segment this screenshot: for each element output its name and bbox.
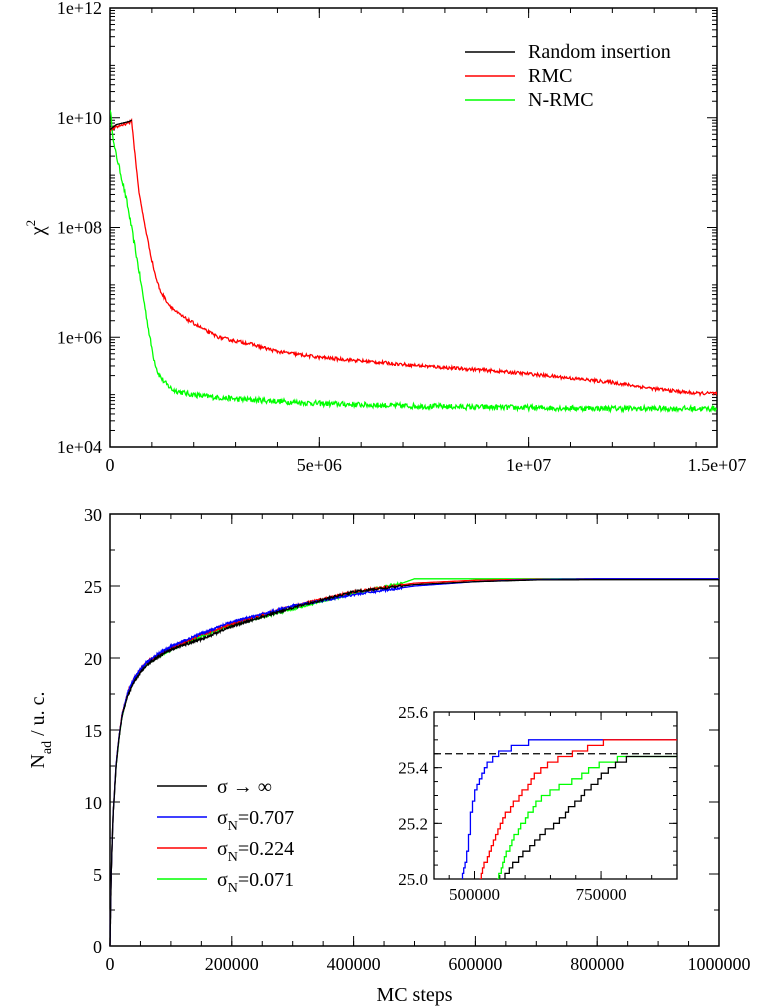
series-line-0 [110, 119, 133, 131]
inset-chart: 500000 750000 25.0 25.2 25.4 25.6 [398, 703, 678, 904]
series-line-0 [109, 579, 719, 946]
inset-series-line-3 [502, 755, 677, 879]
legend-label: σ → ∞ [217, 776, 272, 798]
inset-x-tick-label: 500000 [449, 885, 500, 904]
legend-label: σN=0.707 [217, 807, 294, 834]
legend-label: N-RMC [528, 89, 594, 111]
x-tick-label: 5e+06 [297, 455, 342, 475]
plot-frame [109, 7, 718, 448]
x-tick-label: 1.5e+07 [688, 455, 747, 475]
inset-series-line-2 [497, 755, 677, 879]
chi-squared-chart: 0 5e+06 1e+07 1.5e+07 1e+04 1e+06 1e+08 1e+10 1e… [23, 0, 746, 475]
y-tick-label: 25 [84, 577, 102, 597]
series-line-1 [110, 117, 717, 398]
y-tick-label: 20 [84, 649, 102, 669]
y-tick-label: 15 [84, 721, 102, 741]
x-tick-label: 400000 [327, 954, 381, 974]
y-tick-label: 0 [93, 937, 102, 957]
inset-x-tick-label: 750000 [576, 885, 627, 904]
y-tick-label: 1e+04 [57, 437, 102, 457]
inset-y-tick-label: 25.0 [398, 870, 428, 889]
x-tick-label: 0 [106, 455, 115, 475]
legend-label: σN=0.224 [217, 838, 294, 865]
y-tick-label: 10 [84, 793, 102, 813]
inset-y-tick-label: 25.6 [398, 703, 428, 722]
legend-label: Random insertion [528, 41, 671, 63]
x-tick-label: 1e+07 [506, 455, 551, 475]
y-axis-title: Nad / u. c. [27, 691, 55, 768]
y-tick-label: 5 [93, 865, 102, 885]
y-axis-title: χ2 [23, 220, 49, 236]
legend-label: RMC [528, 65, 572, 87]
inset-series-line-1 [479, 739, 677, 879]
y-tick-label: 1e+10 [57, 108, 102, 128]
inset-y-tick-label: 25.2 [398, 814, 428, 833]
y-tick-label: 1e+06 [57, 327, 102, 347]
y-tick-label: 1e+08 [57, 218, 102, 238]
x-tick-label: 0 [106, 954, 115, 974]
inset-y-tick-label: 25.4 [398, 759, 428, 778]
series-line-2 [110, 110, 717, 414]
adsorption-chart: 0 200000 400000 600000 800000 1000000 0 5 10 15 20… [27, 505, 751, 1006]
y-tick-label: 30 [84, 505, 102, 525]
x-axis-title: MC steps [376, 984, 452, 1006]
y-tick-label: 1e+12 [57, 0, 102, 18]
x-tick-label: 200000 [205, 954, 259, 974]
inset-frame [433, 711, 678, 880]
x-tick-label: 800000 [570, 954, 624, 974]
x-tick-label: 1000000 [688, 954, 751, 974]
legend-label: σN=0.071 [217, 869, 294, 896]
x-tick-label: 600000 [448, 954, 502, 974]
